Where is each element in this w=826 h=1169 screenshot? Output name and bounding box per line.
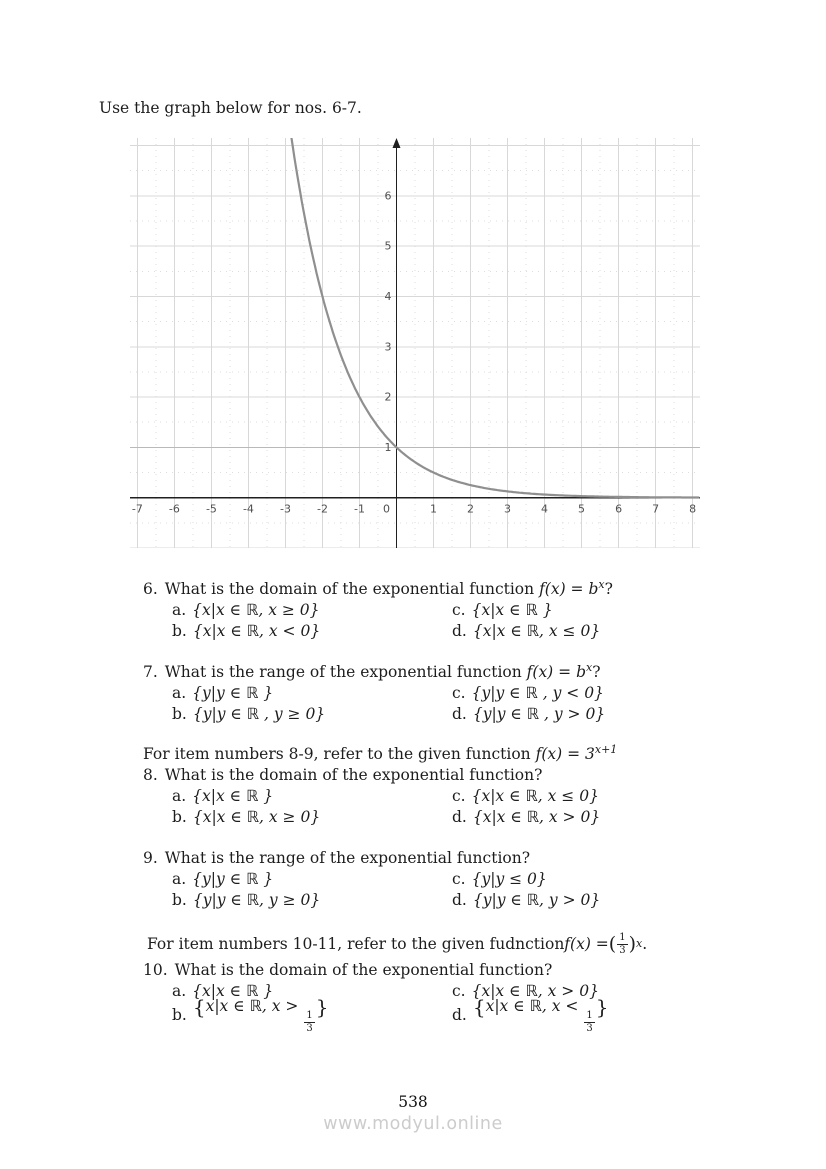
svg-text:2: 2 [467,503,474,516]
svg-text:6: 6 [384,189,391,202]
svg-text:-6: -6 [169,503,180,516]
graph-instruction: Use the graph below for nos. 6-7. [99,99,362,117]
option-a: a. {x|x ∈ ℝ } [172,787,274,805]
question-10-text: 10. What is the domain of the exponential… [143,961,553,979]
option-c: c. {y|y ≤ 0} [452,870,547,888]
question-9: 9. What is the range of the exponential f… [143,848,753,911]
svg-text:-4: -4 [243,503,254,516]
graph-canvas: -7 -6 -5 -4 -3 -2 -1 0 1 2 3 4 5 6 7 8 1 2 3 4 5 6 [130,138,700,548]
option-d: d. {x|x ∈ ℝ, x < 1 3} [452,995,609,1034]
question-8-options: a. {x|x ∈ ℝ } c. {x|x ∈ ℝ, x ≤ 0} b. {x|x ∈… [143,786,753,828]
question-7-text: 7. What is the range of the exponential f… [143,660,601,681]
watermark: www.modyul.online [323,1114,503,1134]
option-d: d. {x|x ∈ ℝ, x ≤ 0} [452,622,601,640]
option-c: c. {x|x ∈ ℝ, x > 0} [452,982,599,1000]
option-b: b. {x|x ∈ ℝ, x ≥ 0} [172,808,321,826]
option-b: b. {x|x ∈ ℝ, x > 1 3} [172,995,329,1034]
option-a: a. {y|y ∈ ℝ } [172,684,274,702]
question-7: 7. What is the range of the exponential f… [143,662,753,725]
question-6-options: a. {x|x ∈ ℝ, x ≥ 0} c. {x|x ∈ ℝ } b. {x|x ∈… [143,600,753,642]
svg-text:-3: -3 [280,503,291,516]
exponential-decay-graph: -7 -6 -5 -4 -3 -2 -1 0 1 2 3 4 5 6 7 8 1 2 3 4 5 6 [130,138,700,548]
question-10-options: a. {x|x ∈ ℝ } c. {x|x ∈ ℝ, x > 0} b. {x|x ∈… [143,981,753,1034]
instruction-8-9: For item numbers 8-9, refer to the given… [143,742,618,763]
question-7-options: a. {y|y ∈ ℝ } c. {y|y ∈ ℝ , y < 0} b. {y|y … [143,683,753,725]
svg-text:3: 3 [384,340,391,353]
question-6: 6. What is the domain of the exponential … [143,579,753,642]
question-8-text: 8. What is the domain of the exponential … [143,766,543,784]
svg-text:-7: -7 [132,503,143,516]
instruction-10-11: For item numbers 10-11, refer to the giv… [147,932,648,956]
question-9-options: a. {y|y ∈ ℝ } c. {y|y ≤ 0} b. {y|y ∈ ℝ, y ≥… [143,869,753,911]
option-d: d. {x|x ∈ ℝ, x > 0} [452,808,601,826]
svg-text:-2: -2 [317,503,328,516]
svg-text:1: 1 [430,503,437,516]
option-d: d. {y|y ∈ ℝ , y > 0} [452,705,606,723]
svg-text:7: 7 [652,503,659,516]
svg-text:8: 8 [689,503,696,516]
svg-text:6: 6 [615,503,622,516]
question-9-text: 9. What is the range of the exponential f… [143,849,531,867]
option-b: b. {y|y ∈ ℝ , y ≥ 0} [172,705,326,723]
section-8-9: For item numbers 8-9, refer to the given… [143,744,753,828]
option-a: a. {x|x ∈ ℝ, x ≥ 0} [172,601,320,619]
svg-text:0: 0 [383,503,390,516]
svg-text:5: 5 [384,240,391,253]
option-b: b. {y|y ∈ ℝ, y ≥ 0} [172,891,321,909]
svg-text:1: 1 [384,441,391,454]
svg-text:3: 3 [504,503,511,516]
option-b: b. {x|x ∈ ℝ, x < 0} [172,622,321,640]
option-c: c. {y|y ∈ ℝ , y < 0} [452,684,604,702]
option-a: a. {y|y ∈ ℝ } [172,870,274,888]
svg-text:5: 5 [578,503,585,516]
svg-text:-1: -1 [354,503,365,516]
svg-text:-5: -5 [206,503,217,516]
svg-text:4: 4 [384,290,391,303]
option-c: c. {x|x ∈ ℝ, x ≤ 0} [452,787,599,805]
option-c: c. {x|x ∈ ℝ } [452,601,553,619]
svg-text:2: 2 [384,391,391,404]
section-10-11: For item numbers 10-11, refer to the giv… [143,928,753,1034]
page-number: 538 [398,1093,428,1111]
svg-text:4: 4 [541,503,548,516]
option-a: a. {x|x ∈ ℝ } [172,982,274,1000]
question-6-text: 6. What is the domain of the exponential … [143,577,613,598]
option-d: d. {y|y ∈ ℝ, y > 0} [452,891,601,909]
